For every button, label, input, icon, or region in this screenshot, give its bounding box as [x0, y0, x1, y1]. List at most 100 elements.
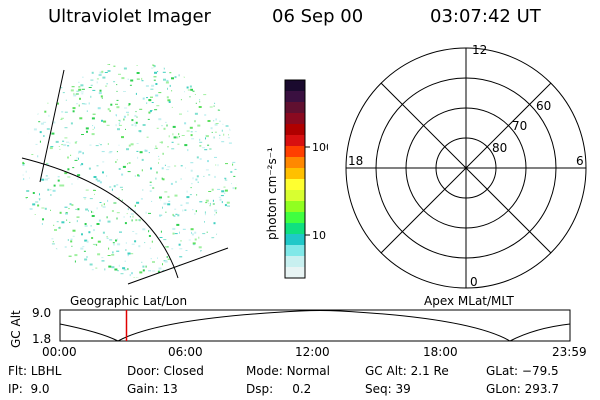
image-pixel [62, 92, 65, 94]
image-pixel [35, 201, 39, 203]
image-pixel [61, 265, 65, 266]
image-pixel [23, 220, 27, 222]
image-pixel [94, 193, 95, 195]
image-pixel [172, 125, 176, 128]
status-label: Flt: [8, 364, 27, 378]
image-pixel [225, 163, 228, 165]
image-pixel [118, 197, 120, 199]
image-pixel [43, 273, 45, 275]
image-pixel [22, 162, 25, 164]
image-pixel [158, 267, 162, 270]
status-ip: IP: 9.0 [8, 382, 50, 396]
image-pixel [134, 204, 136, 207]
image-pixel [186, 86, 189, 89]
image-pixel [169, 72, 172, 74]
image-pixel [123, 269, 127, 271]
image-pixel [73, 94, 77, 97]
strip-xtick-0600: 06:00 [168, 345, 203, 359]
image-pixel [199, 145, 202, 147]
image-pixel [145, 265, 147, 268]
image-pixel [53, 184, 56, 187]
image-pixel [205, 199, 209, 202]
image-pixel [131, 272, 133, 275]
image-pixel [116, 84, 118, 86]
image-pixel [187, 149, 189, 152]
image-pixel [71, 183, 73, 185]
image-pixel [86, 256, 88, 258]
image-pixel [223, 70, 226, 71]
image-pixel [74, 69, 76, 72]
image-pixel [77, 208, 80, 211]
image-pixel [199, 79, 203, 81]
image-pixel [77, 270, 80, 273]
image-pixel [90, 225, 92, 227]
image-pixel [59, 256, 61, 258]
colorbar-swatch [285, 223, 305, 235]
image-pixel [230, 171, 233, 173]
image-pixel [67, 239, 69, 241]
image-pixel [150, 110, 153, 111]
image-pixel [219, 198, 222, 201]
image-pixel [106, 83, 108, 85]
image-pixel [142, 97, 145, 100]
image-pixel [232, 161, 236, 163]
image-pixel [97, 240, 101, 243]
image-pixel [50, 209, 51, 211]
image-pixel [219, 137, 221, 139]
colorbar-swatch [285, 124, 305, 136]
image-pixel [151, 67, 154, 69]
image-pixel [62, 270, 64, 273]
image-pixel [64, 206, 68, 208]
image-pixel [130, 213, 134, 215]
colorbar-tick-100: 100 [312, 141, 328, 154]
image-pixel [135, 121, 138, 124]
image-pixel [226, 219, 229, 222]
image-pixel [127, 171, 131, 173]
image-pixel [166, 96, 169, 99]
image-pixel [215, 123, 219, 124]
image-pixel [165, 246, 169, 248]
status-value: 9.0 [30, 382, 50, 396]
image-pixel [95, 267, 98, 269]
image-pixel [76, 216, 80, 218]
image-pixel [191, 233, 194, 236]
image-pixel [210, 257, 213, 260]
image-pixel [138, 174, 140, 177]
status-door: Door: Closed [127, 364, 204, 378]
image-pixel [68, 255, 72, 257]
image-pixel [70, 238, 73, 240]
image-pixel [118, 122, 120, 125]
image-pixel [149, 229, 151, 231]
image-pixel [72, 229, 76, 232]
image-pixel [165, 81, 169, 84]
image-pixel [42, 90, 44, 92]
image-pixel [162, 71, 166, 73]
image-pixel [109, 239, 113, 241]
image-pixel [166, 256, 168, 258]
mlt-label-18: 18 [348, 154, 363, 168]
image-pixel [232, 163, 234, 166]
image-pixel [135, 92, 137, 95]
image-pixel [88, 87, 92, 88]
image-pixel [175, 67, 177, 69]
image-pixel [154, 71, 157, 74]
image-pixel [36, 235, 40, 237]
image-pixel [107, 108, 110, 111]
image-pixel [226, 85, 229, 86]
image-pixel [57, 102, 59, 105]
image-pixel [206, 77, 210, 80]
image-pixel [202, 233, 206, 235]
image-pixel [228, 134, 229, 136]
image-pixel [115, 239, 117, 242]
image-pixel [142, 189, 144, 191]
image-pixel [72, 107, 76, 110]
image-pixel [76, 157, 79, 159]
image-pixel [228, 260, 230, 263]
image-pixel [234, 168, 237, 170]
image-pixel [111, 254, 115, 256]
image-pixel [139, 108, 143, 110]
image-pixel [209, 106, 213, 108]
image-pixel [193, 68, 195, 70]
image-pixel [164, 191, 168, 193]
image-pixel [205, 137, 206, 140]
